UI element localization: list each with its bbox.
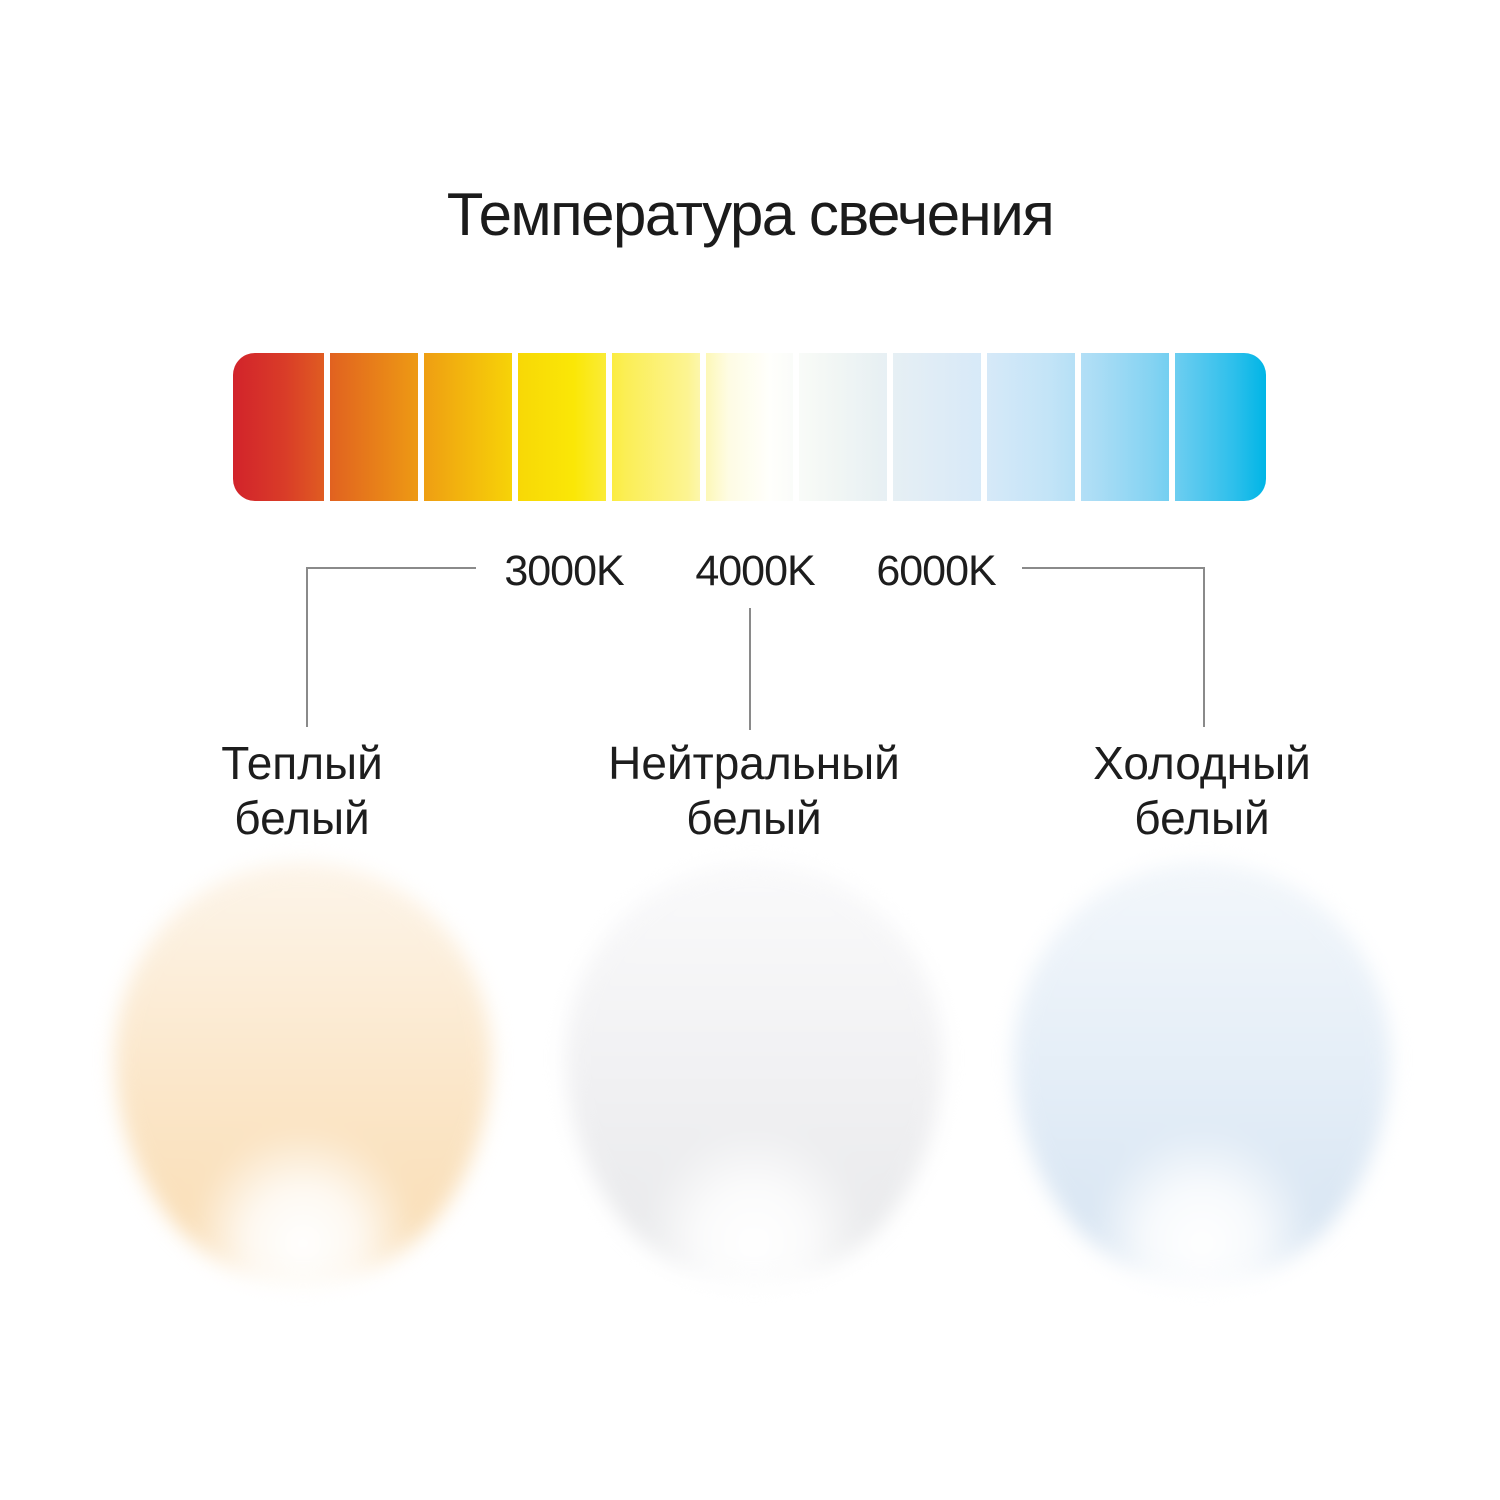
bar-segment-separator: [417, 353, 424, 501]
bar-segment-separator: [1169, 353, 1176, 501]
bar-segment-separator: [793, 353, 800, 501]
category-label-line: Нейтральный: [608, 737, 900, 789]
connector-line-warm-horizontal: [306, 567, 476, 569]
bar-segment-separator: [699, 353, 706, 501]
page-title: Температура свечения: [446, 181, 1055, 248]
bar-segment-separator: [323, 353, 330, 501]
category-label-line: белый: [686, 792, 822, 844]
connector-line-neutral-vertical: [749, 608, 751, 730]
category-label-neutral-white: Нейтральный белый: [608, 736, 900, 846]
category-label-line: Холодный: [1093, 737, 1311, 789]
category-label-warm-white: Теплый белый: [221, 736, 383, 846]
category-label-line: белый: [234, 792, 370, 844]
category-label-line: белый: [1134, 792, 1270, 844]
connector-line-cool-horizontal: [1022, 567, 1205, 569]
category-label-line: Теплый: [221, 737, 383, 789]
glow-warm-white: [115, 862, 491, 1286]
bar-segment-separator: [981, 353, 988, 501]
connector-line-warm-vertical: [306, 567, 308, 727]
bar-segment-separator: [605, 353, 612, 501]
temp-label-6000k: 6000K: [876, 547, 996, 595]
category-label-cool-white: Холодный белый: [1093, 736, 1311, 846]
temperature-gradient-bar: [233, 353, 1266, 501]
temp-label-4000k: 4000K: [695, 547, 815, 595]
bar-segment-separator: [511, 353, 518, 501]
connector-line-cool-vertical: [1203, 567, 1205, 727]
temp-label-3000k: 3000K: [504, 547, 624, 595]
bar-segment-separator: [887, 353, 894, 501]
bar-segment-separator: [1075, 353, 1082, 501]
glow-cool-white: [1014, 862, 1390, 1286]
glow-neutral-white: [566, 862, 942, 1286]
